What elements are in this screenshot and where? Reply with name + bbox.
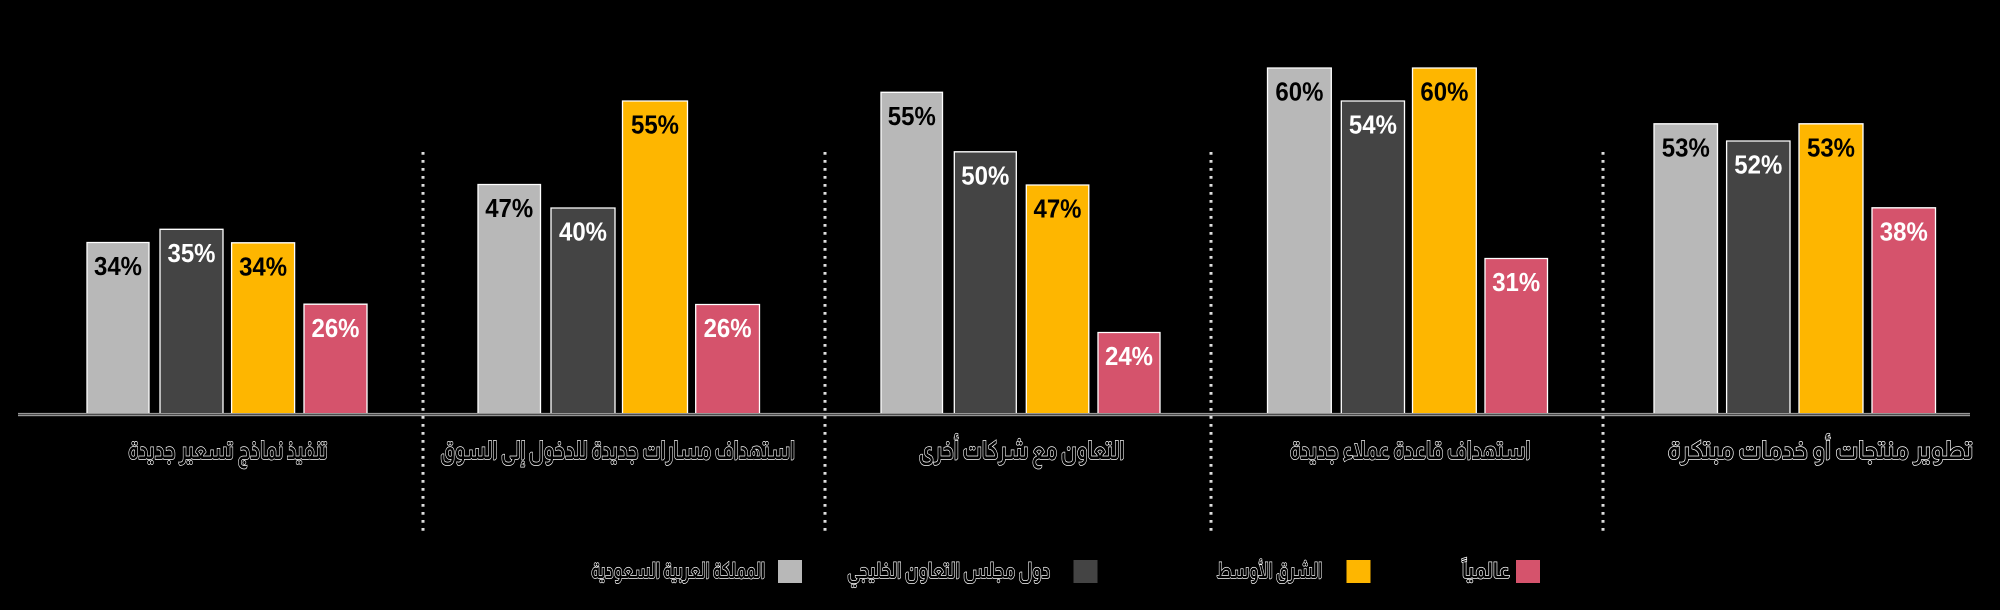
- svg-text:26%: 26%: [312, 313, 360, 343]
- svg-text:47%: 47%: [485, 193, 533, 223]
- svg-text:40%: 40%: [559, 217, 607, 247]
- svg-text:53%: 53%: [1662, 133, 1710, 163]
- svg-text:50%: 50%: [961, 161, 1009, 191]
- svg-text:53%: 53%: [1807, 133, 1855, 163]
- svg-text:35%: 35%: [168, 238, 216, 268]
- svg-text:60%: 60%: [1420, 77, 1468, 107]
- svg-text:55%: 55%: [888, 101, 936, 131]
- svg-text:47%: 47%: [1034, 194, 1082, 224]
- svg-text:60%: 60%: [1275, 77, 1323, 107]
- svg-text:55%: 55%: [631, 110, 679, 140]
- svg-text:26%: 26%: [704, 313, 752, 343]
- svg-text:24%: 24%: [1105, 341, 1153, 371]
- svg-text:54%: 54%: [1349, 110, 1397, 140]
- svg-text:38%: 38%: [1880, 217, 1928, 247]
- svg-text:34%: 34%: [239, 252, 287, 282]
- svg-text:31%: 31%: [1492, 267, 1540, 297]
- svg-text:52%: 52%: [1734, 150, 1782, 180]
- svg-text:34%: 34%: [94, 251, 142, 281]
